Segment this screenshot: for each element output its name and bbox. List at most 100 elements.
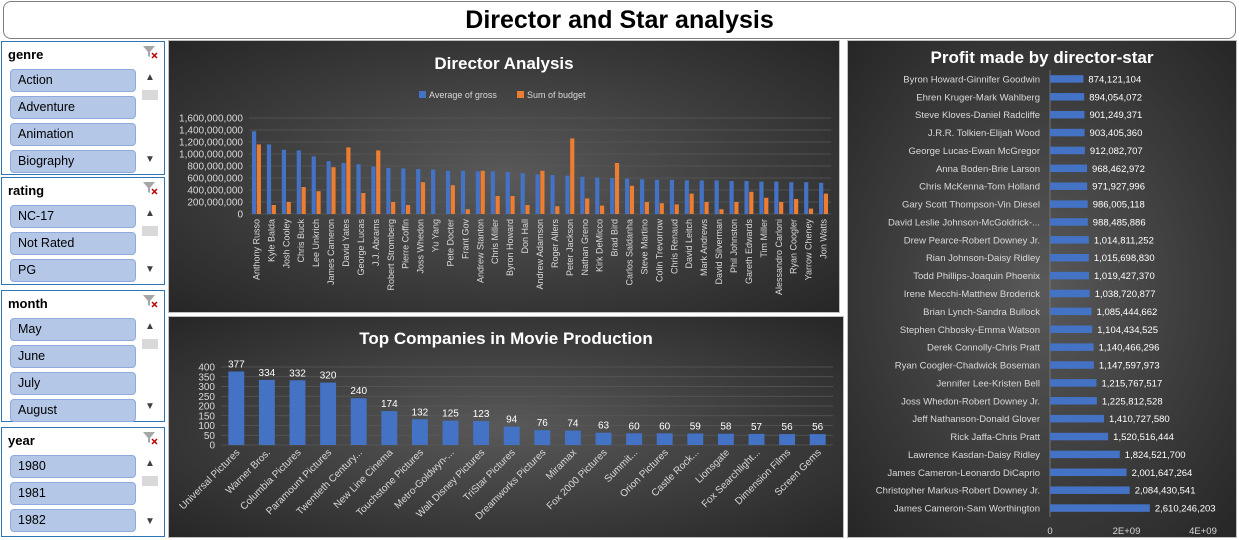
data-label: 56 — [812, 422, 824, 433]
scrollbar-thumb[interactable] — [142, 90, 158, 100]
rating-slicer-header: rating — [2, 178, 164, 202]
chevron-down-icon[interactable]: ▼ — [145, 401, 155, 412]
year-slicer-scrollbar[interactable]: ▲ — [142, 458, 158, 492]
budget-bar — [629, 185, 635, 214]
data-label: 123 — [473, 409, 490, 420]
data-label: 125 — [442, 409, 459, 420]
x-tick-label: Don Hall — [520, 219, 530, 254]
genre-slicer-item[interactable]: Animation — [10, 123, 136, 146]
month-slicer-item[interactable]: July — [10, 372, 136, 395]
data-label: 132 — [412, 407, 429, 418]
scrollbar-thumb[interactable] — [142, 476, 158, 486]
x-tick-label: Frant Gov — [460, 219, 470, 260]
month-slicer-scrollbar[interactable]: ▲ — [142, 321, 158, 355]
gross-bar — [535, 174, 540, 214]
x-tick-label: Peter Jackson — [565, 219, 575, 276]
y-tick-label: 400,000,000 — [187, 186, 243, 197]
budget-bar — [599, 205, 605, 214]
gross-bar — [804, 182, 809, 214]
profit-bar — [1050, 432, 1109, 441]
y-tick-label: Brian Lynch-Sandra Bullock — [923, 307, 1040, 318]
rating-slicer-title: rating — [8, 182, 45, 198]
chevron-down-icon[interactable]: ▼ — [145, 516, 155, 527]
y-tick-label: David Leslie Johnson-McGoldrick-... — [888, 217, 1040, 228]
chevron-up-icon[interactable]: ▲ — [145, 458, 155, 469]
x-tick-label: Yu Yang — [431, 219, 441, 252]
data-label: 240 — [350, 386, 367, 397]
year-slicer-item[interactable]: 1982 — [10, 509, 136, 532]
scrollbar-thumb[interactable] — [142, 226, 158, 236]
budget-bar — [779, 202, 784, 214]
chevron-down-icon[interactable]: ▼ — [145, 154, 155, 165]
x-tick-label: Chris Buck — [296, 219, 306, 263]
company-bar — [503, 426, 520, 445]
month-slicer-item[interactable]: June — [10, 345, 136, 368]
genre-slicer-item[interactable]: Biography — [10, 150, 136, 173]
x-tick-label: 4E+09 — [1189, 526, 1217, 537]
year-slicer-item[interactable]: 1981 — [10, 482, 136, 505]
genre-slicer-scrollbar[interactable]: ▲ — [142, 72, 158, 106]
y-tick-label: Irene Mecchi-Matthew Broderick — [904, 289, 1040, 300]
y-tick-label: 0 — [237, 210, 243, 221]
chart-title: Director Analysis — [434, 54, 573, 73]
rating-slicer-item[interactable]: PG — [10, 259, 136, 282]
clear-filter-button[interactable] — [142, 180, 158, 201]
company-bar — [595, 432, 612, 445]
month-slicer-item[interactable]: May — [10, 318, 136, 341]
clear-filter-icon[interactable] — [142, 180, 158, 196]
genre-slicer-item[interactable]: Adventure — [10, 96, 136, 119]
y-tick-label: Ehren Kruger-Mark Wahlberg — [916, 92, 1040, 103]
data-label: 174 — [381, 399, 398, 410]
month-slicer-item[interactable]: August — [10, 399, 136, 422]
profit-bar — [1050, 200, 1088, 208]
dashboard-title-bar: Director and Star analysis — [3, 1, 1236, 39]
data-label: 1,140,466,296 — [1099, 343, 1160, 354]
data-label: 320 — [320, 371, 337, 382]
company-bar — [381, 411, 398, 445]
x-tick-label: Alessandro Carloni — [774, 219, 784, 295]
rating-slicer-item[interactable]: NC-17 — [10, 205, 136, 228]
y-tick-label: 0 — [209, 441, 215, 452]
gross-bar — [311, 156, 316, 214]
budget-bar — [570, 138, 575, 214]
clear-filter-button[interactable] — [142, 44, 158, 65]
y-tick-label: 200,000,000 — [187, 198, 243, 209]
gross-bar — [416, 169, 421, 214]
company-bar — [350, 398, 367, 445]
profit-bar — [1050, 271, 1089, 280]
chevron-up-icon[interactable]: ▲ — [145, 321, 155, 332]
budget-bar — [391, 202, 396, 214]
clear-filter-icon[interactable] — [142, 430, 158, 446]
y-tick-label: 250 — [198, 392, 215, 403]
scrollbar-thumb[interactable] — [142, 339, 158, 349]
clear-filter-button[interactable] — [142, 293, 158, 314]
clear-filter-button[interactable] — [142, 430, 158, 451]
year-slicer-item[interactable]: 1980 — [10, 455, 136, 478]
chevron-up-icon[interactable]: ▲ — [145, 72, 155, 83]
gross-bar — [684, 180, 689, 214]
budget-bar — [361, 193, 366, 214]
y-tick-label: Jeff Nathanson-Donald Glover — [912, 414, 1040, 425]
chart-title: Top Companies in Movie Production — [359, 329, 652, 348]
budget-bar — [420, 182, 426, 214]
x-tick-label: Josh Cooley — [281, 219, 291, 269]
y-tick-label: James Cameron-Sam Worthington — [894, 504, 1040, 515]
director-analysis-chart: Director Analysis Average of gross Sum of … — [179, 54, 831, 295]
chevron-up-icon[interactable]: ▲ — [145, 208, 155, 219]
clear-filter-icon[interactable] — [142, 293, 158, 309]
company-bar — [289, 380, 306, 445]
data-label: 1,104,434,525 — [1097, 325, 1158, 336]
chevron-down-icon[interactable]: ▼ — [145, 264, 155, 275]
gross-bar — [460, 170, 466, 214]
rating-slicer-scrollbar[interactable]: ▲ — [142, 208, 158, 242]
data-label: 968,462,972 — [1092, 164, 1145, 175]
x-tick-label: Nathan Greno — [580, 219, 590, 276]
x-tick-label: 0 — [1047, 526, 1052, 537]
company-bar — [442, 420, 459, 445]
gross-bar — [819, 182, 824, 214]
x-tick-label: George Lucas — [356, 219, 366, 276]
clear-filter-icon[interactable] — [142, 44, 158, 60]
x-tick-label: Tim Miller — [759, 219, 769, 258]
genre-slicer-item[interactable]: Action — [10, 69, 136, 92]
rating-slicer-item[interactable]: Not Rated — [10, 232, 136, 255]
